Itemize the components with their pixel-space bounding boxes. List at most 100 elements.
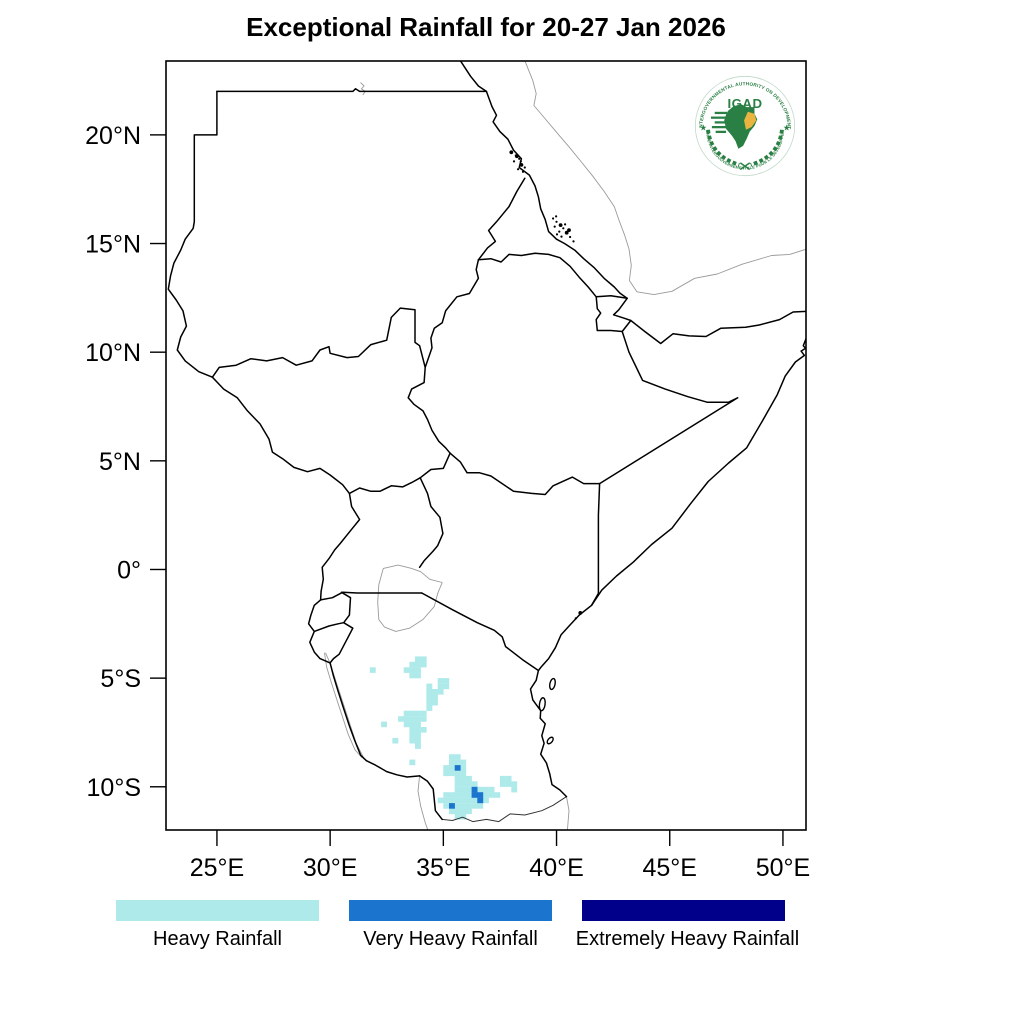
rain-cell-heavy: [409, 759, 416, 766]
islet-dot: [564, 223, 567, 226]
islet-dot: [558, 223, 563, 228]
country-border: [348, 477, 421, 495]
islet-dot: [574, 617, 577, 620]
rain-cell-very-heavy: [471, 786, 478, 793]
rain-cell-heavy: [454, 813, 461, 820]
islet-dot: [555, 233, 559, 236]
rain-cell-heavy: [460, 813, 467, 820]
coastline-gray: [524, 61, 806, 296]
africa-map-icon: [710, 104, 758, 149]
coastline-gray: [566, 796, 570, 830]
rain-cell-heavy: [415, 737, 421, 744]
rain-cell-heavy: [449, 797, 455, 804]
rain-cell-heavy: [466, 775, 472, 782]
x-tick-label: 25°E: [190, 854, 244, 882]
rain-cell-heavy: [381, 721, 387, 728]
rain-cell-heavy: [505, 781, 512, 787]
country-border: [313, 621, 345, 633]
country-border: [485, 90, 806, 345]
rain-cell-heavy: [460, 765, 467, 771]
legend-swatch-very-heavy: [349, 900, 552, 921]
rain-cell-heavy: [415, 667, 421, 673]
rain-cell-heavy: [398, 716, 404, 722]
country-border: [477, 177, 526, 261]
country-border: [529, 669, 568, 798]
rain-cell-heavy: [505, 775, 512, 782]
rain-cell-heavy: [488, 792, 495, 798]
rain-cell-heavy: [443, 792, 450, 798]
islet-dot: [558, 230, 561, 233]
rain-cell-heavy: [443, 765, 450, 771]
rain-cell-heavy: [454, 797, 461, 804]
rain-cell-heavy: [466, 786, 472, 793]
rain-cell-heavy: [477, 786, 484, 793]
rain-cell-heavy: [432, 689, 438, 695]
rain-cell-heavy: [466, 781, 472, 787]
rain-cell-heavy: [415, 656, 421, 662]
legend-swatch-extremely-heavy: [582, 900, 785, 921]
coastline-gray: [417, 775, 429, 830]
rain-cell-heavy: [454, 808, 461, 815]
rain-cell-heavy: [426, 689, 433, 695]
country-border: [407, 366, 451, 454]
country-border: [329, 621, 354, 664]
rain-cell-heavy: [420, 716, 427, 722]
legend-swatch-heavy: [116, 900, 319, 921]
rain-cell-heavy: [403, 667, 410, 673]
islet-dot: [555, 215, 558, 218]
rain-cell-heavy: [466, 803, 472, 809]
rain-cell-heavy: [426, 694, 433, 700]
rain-cell-heavy: [454, 759, 461, 766]
country-border: [211, 376, 351, 495]
rain-cell-heavy: [403, 716, 410, 722]
rain-cell-heavy: [460, 759, 467, 766]
rain-cell-heavy: [409, 661, 416, 668]
rain-cell-heavy: [466, 808, 472, 815]
rain-cell-heavy: [409, 672, 416, 679]
x-tick-label: 40°E: [529, 854, 583, 882]
rain-cell-heavy: [454, 786, 461, 793]
island-outline: [538, 697, 546, 712]
map-geography: [167, 61, 806, 830]
rain-cell-heavy: [437, 689, 444, 695]
rain-cell-heavy: [437, 683, 444, 690]
border-thin: [441, 796, 567, 823]
country-border: [167, 90, 218, 378]
rain-cell-heavy: [454, 754, 461, 760]
rain-cell-heavy: [454, 803, 461, 809]
rain-cell-heavy: [477, 803, 484, 809]
rain-cell-heavy: [409, 716, 416, 722]
country-border: [590, 336, 806, 607]
rain-cell-heavy: [483, 786, 489, 793]
rain-cell-heavy: [443, 683, 450, 690]
rain-cell-heavy: [449, 759, 455, 766]
rain-cell-heavy: [420, 727, 427, 733]
x-tick-label: 45°E: [642, 854, 696, 882]
rain-cell-heavy: [499, 775, 506, 782]
x-tick-label: 35°E: [416, 854, 470, 882]
country-border: [598, 330, 739, 485]
ribbon-icon: [739, 162, 751, 171]
rain-cell-heavy: [483, 797, 489, 804]
star-left-icon: ★: [700, 123, 708, 133]
y-tick-label: 10°N: [85, 339, 141, 367]
country-border: [459, 61, 488, 93]
rain-cell-heavy: [409, 737, 416, 744]
islet-dot: [572, 240, 575, 243]
rain-cell-heavy: [449, 754, 455, 760]
rain-cell-heavy: [488, 786, 495, 793]
y-tick-label: 20°N: [85, 122, 141, 150]
islet-dot: [517, 168, 520, 171]
rain-cell-heavy: [471, 797, 478, 804]
islet-dot: [562, 227, 565, 230]
laurel-wreath-icon: [706, 129, 784, 167]
country-border: [309, 630, 331, 664]
rain-cell-heavy: [511, 786, 518, 793]
islet-dot: [512, 160, 516, 163]
rain-cell-very-heavy: [454, 765, 461, 771]
rain-cell-heavy: [443, 797, 450, 804]
rain-cell-heavy: [466, 792, 472, 798]
rain-cell-heavy: [449, 792, 455, 798]
rain-cell-very-heavy: [449, 803, 455, 809]
